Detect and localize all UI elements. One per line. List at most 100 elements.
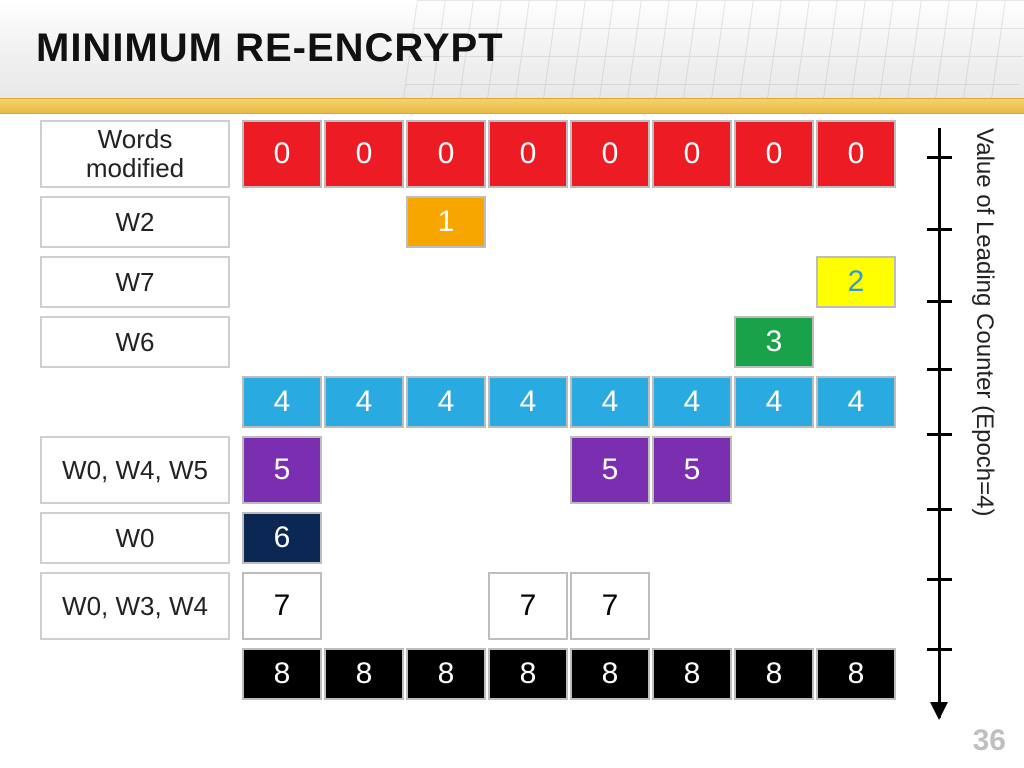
label-col: W0 <box>40 512 230 564</box>
grid-cell: 0 <box>242 120 322 188</box>
grid-cell <box>570 196 650 248</box>
row-label: Words modified <box>40 120 230 188</box>
grid-cell: 0 <box>324 120 404 188</box>
grid-row: 88888888 <box>0 648 1024 700</box>
grid-cell <box>406 572 486 640</box>
label-col <box>40 376 230 428</box>
slide-header: MINIMUM RE-ENCRYPT <box>0 0 1024 98</box>
row-label: W0 <box>40 512 230 564</box>
grid-cell <box>406 256 486 308</box>
page-number: 36 <box>973 724 1006 758</box>
grid-cell: 8 <box>570 648 650 700</box>
grid-cell: 8 <box>324 648 404 700</box>
grid-cell: 4 <box>406 376 486 428</box>
grid-cell <box>488 256 568 308</box>
grid-cell <box>652 572 732 640</box>
grid-cell <box>816 436 896 504</box>
grid-cell <box>324 572 404 640</box>
grid-cell: 3 <box>734 316 814 368</box>
grid-col: 555 <box>242 436 902 504</box>
grid-cell: 5 <box>652 436 732 504</box>
grid-cell <box>734 512 814 564</box>
grid-cell <box>652 256 732 308</box>
label-col: W6 <box>40 316 230 368</box>
grid-cell <box>816 512 896 564</box>
grid-cell: 0 <box>406 120 486 188</box>
grid-col: 777 <box>242 572 902 640</box>
grid-cell <box>488 196 568 248</box>
grid-cell <box>406 512 486 564</box>
label-col: W2 <box>40 196 230 248</box>
axis-tick <box>927 300 952 303</box>
grid-cell: 0 <box>570 120 650 188</box>
grid-cell <box>488 316 568 368</box>
grid-cell <box>570 512 650 564</box>
grid-row: Words modified00000000 <box>0 120 1024 188</box>
grid-cell: 2 <box>816 256 896 308</box>
grid-cell <box>488 512 568 564</box>
grid-cell <box>242 196 322 248</box>
grid-cell: 8 <box>406 648 486 700</box>
grid-cell: 4 <box>242 376 322 428</box>
grid-cell: 4 <box>570 376 650 428</box>
axis-label: Value of Leading Counter (Epoch=4) <box>970 128 998 517</box>
grid-cell: 0 <box>734 120 814 188</box>
grid-col: 1 <box>242 196 902 248</box>
grid-cell: 6 <box>242 512 322 564</box>
grid-col: 6 <box>242 512 902 564</box>
grid-cell: 8 <box>242 648 322 700</box>
row-label: W2 <box>40 196 230 248</box>
grid-col: 88888888 <box>242 648 902 700</box>
grid-cell <box>570 256 650 308</box>
grid-cell <box>324 256 404 308</box>
row-label: W0, W3, W4 <box>40 572 230 640</box>
grid-cell: 0 <box>488 120 568 188</box>
grid-cell <box>816 572 896 640</box>
axis-tick <box>927 368 952 371</box>
grid-cell <box>324 512 404 564</box>
grid-cell: 5 <box>570 436 650 504</box>
grid-cell: 4 <box>652 376 732 428</box>
grid-cell: 7 <box>242 572 322 640</box>
grid-row: 44444444 <box>0 376 1024 428</box>
grid-cell <box>734 436 814 504</box>
grid-col: 3 <box>242 316 902 368</box>
grid-cell: 4 <box>816 376 896 428</box>
grid-cell <box>488 436 568 504</box>
grid-cell: 5 <box>242 436 322 504</box>
row-label: W6 <box>40 316 230 368</box>
grid-col: 00000000 <box>242 120 902 188</box>
counter-axis <box>938 128 941 718</box>
grid-cell <box>652 512 732 564</box>
label-col <box>40 648 230 700</box>
grid-cell <box>324 196 404 248</box>
grid-cell: 0 <box>816 120 896 188</box>
grid-cell <box>406 316 486 368</box>
grid-cell <box>652 316 732 368</box>
label-col: W0, W4, W5 <box>40 436 230 504</box>
slide-content: Words modified00000000W21W72W6344444444W… <box>0 114 1024 700</box>
grid-cell <box>734 256 814 308</box>
grid-cell <box>324 316 404 368</box>
grid-row: W7 2 <box>0 256 1024 308</box>
grid-cell <box>570 316 650 368</box>
grid-cell: 4 <box>324 376 404 428</box>
grid-cell <box>816 316 896 368</box>
grid-row: W0, W3, W4777 <box>0 572 1024 640</box>
grid-cell <box>816 196 896 248</box>
grid-cell: 4 <box>734 376 814 428</box>
grid-cell: 7 <box>570 572 650 640</box>
label-col: Words modified <box>40 120 230 188</box>
axis-tick <box>927 433 952 436</box>
axis-tick <box>927 578 952 581</box>
row-label: W7 <box>40 256 230 308</box>
grid-col: 44444444 <box>242 376 902 428</box>
gold-divider <box>0 98 1024 114</box>
grid-cell <box>406 436 486 504</box>
grid-cell: 4 <box>488 376 568 428</box>
grid-cell <box>324 436 404 504</box>
grid-cell <box>242 256 322 308</box>
grid-cell: 8 <box>734 648 814 700</box>
grid-row: W0, W4, W5555 <box>0 436 1024 504</box>
axis-tick <box>927 648 952 651</box>
